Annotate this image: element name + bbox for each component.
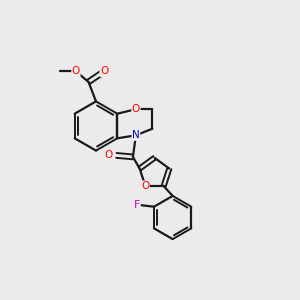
Text: O: O [72,66,80,76]
Text: F: F [134,200,140,210]
Text: O: O [141,181,149,191]
Text: N: N [132,130,140,140]
Text: O: O [100,66,108,76]
Text: O: O [132,104,140,114]
Text: O: O [105,150,113,161]
